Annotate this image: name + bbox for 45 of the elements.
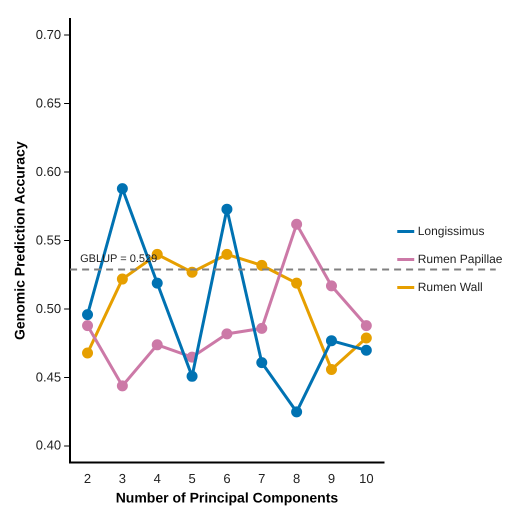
legend-label: Rumen Wall [418,280,483,294]
y-axis-title: Genomic Prediction Accuracy [11,141,28,340]
x-tick-label: 4 [154,470,161,486]
point [82,309,94,320]
y-tick-label: 0.70 [36,26,62,42]
point [291,406,302,418]
y-tick-label: 0.60 [36,164,62,179]
y-tick-label: 0.50 [36,300,62,316]
y-tick-label: 0.55 [36,232,62,248]
y-tick-label: 0.65 [36,95,62,110]
point [186,370,198,382]
point [82,320,94,332]
x-tick-label: 7 [258,470,266,486]
point [291,278,302,289]
x-tick-label: 3 [118,470,126,486]
x-tick-label: 5 [188,470,196,486]
point [291,218,302,230]
point [152,278,163,289]
point [116,380,128,392]
point [326,335,337,346]
point [116,274,128,285]
point [360,320,372,332]
point [360,332,372,344]
x-tick-label: 8 [293,470,300,486]
point [256,357,268,368]
x-tick-label: 2 [84,470,92,486]
point [152,339,163,350]
y-tick-label: 0.40 [36,438,62,453]
point [221,328,232,340]
y-tick-label: 0.45 [36,369,62,384]
legend-label: Longissimus [418,224,484,238]
x-axis-title: Number of Principal Components [116,489,338,506]
point [360,344,372,356]
point [256,322,268,334]
point [221,248,232,260]
legend-label: Rumen Papillae [418,252,503,266]
point [256,260,268,271]
point [82,348,94,359]
point [326,364,337,375]
x-tick-label: 10 [359,470,374,486]
x-tick-label: 9 [328,470,336,486]
point [221,204,232,215]
point [116,183,128,194]
x-tick-label: 6 [223,470,231,486]
point [326,280,337,292]
